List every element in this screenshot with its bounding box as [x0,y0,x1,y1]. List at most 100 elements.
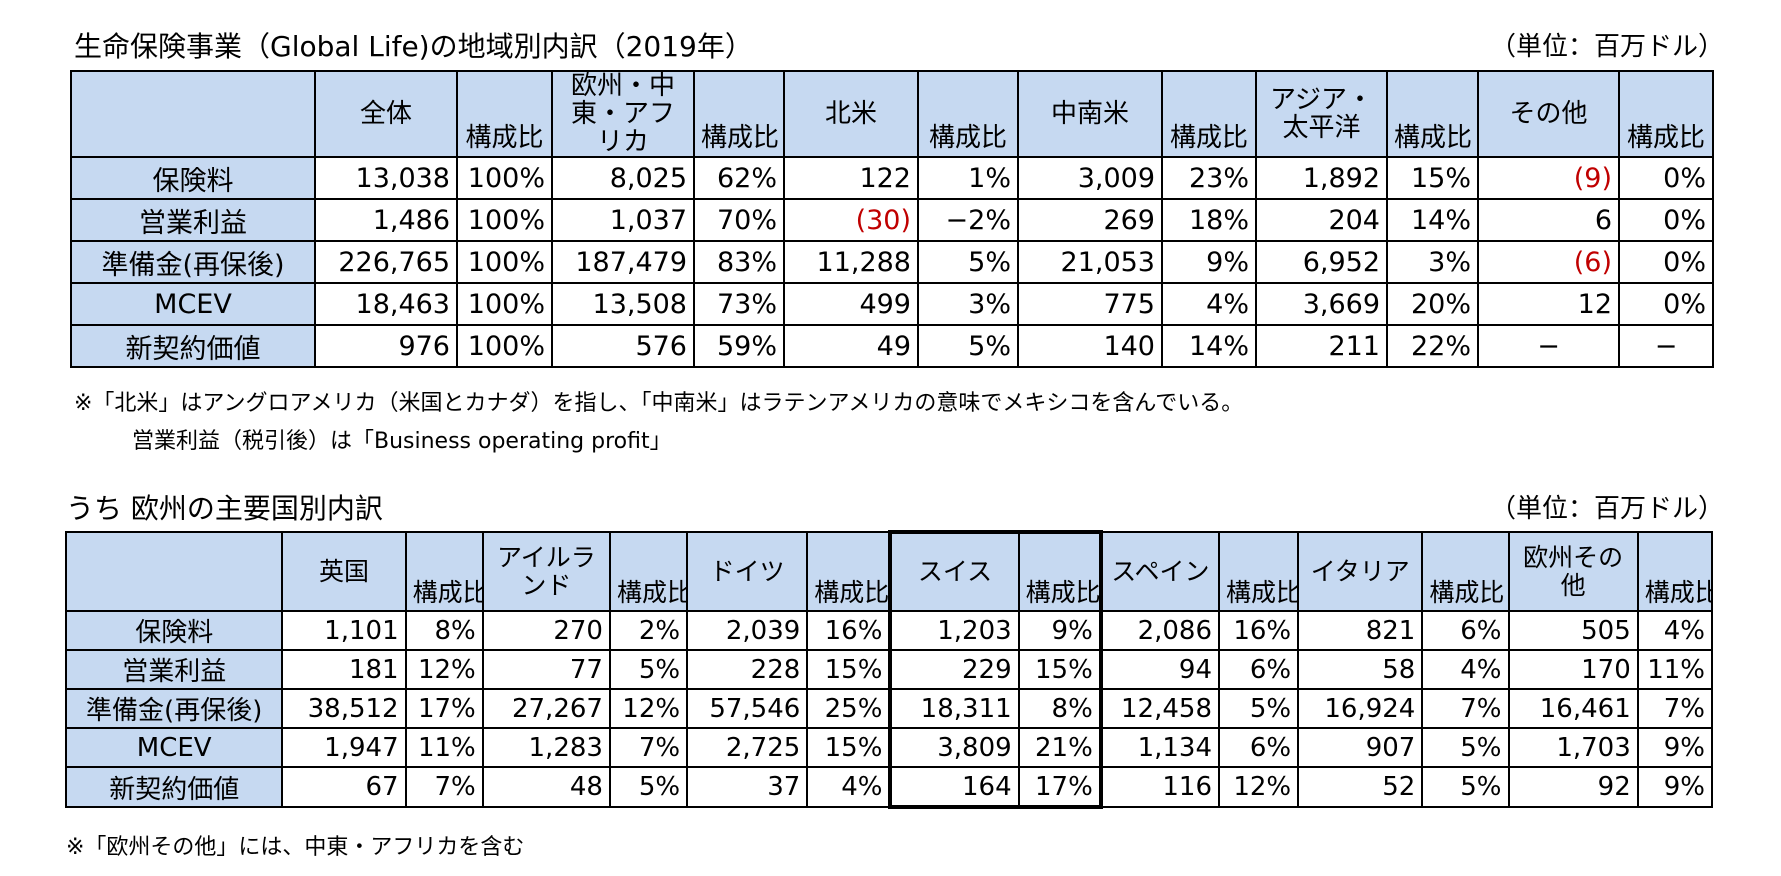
t1-row-label: 保険料 [70,156,316,200]
t1-cell: 269 [1017,198,1163,242]
t1-cell: 5% [917,324,1019,368]
table1-note-2: 営業利益（税引後）は「Business operating profit」 [132,429,672,454]
t1-cell: 140 [1017,324,1163,368]
t2-cell: 907 [1297,727,1424,768]
t2-cell: 1,283 [481,727,611,768]
t1-ratio-header: 構成比 [1618,114,1714,158]
t2-cell: 164 [888,766,1020,809]
t1-cell: (6) [1477,240,1620,284]
t2-cell: 7% [1421,688,1510,729]
t2-header-6: 欧州その他 [1507,531,1639,612]
t2-cell: 181 [281,649,407,690]
t2-cell: 5% [1421,727,1510,768]
t1-cell: 83% [693,240,785,284]
t1-cell: 49 [783,324,919,368]
t2-header-1: アイルランド [481,531,611,612]
t1-row-label: 新契約価値 [70,324,316,368]
table1-unit: （単位：百万ドル） [1490,32,1725,62]
t1-cell: 6,952 [1255,240,1388,284]
t1-row-label: MCEV [70,282,316,326]
europe-country-breakdown-table: 英国 アイルランド ドイツ スイス スペイン イタリア 欧州その他 構成比 構成比 構成比 構成比 構… [64,530,1714,809]
t2-cell: 6% [1217,649,1300,690]
t2-header-label: アイルランド [496,542,596,600]
t1-cell: 100% [456,240,553,284]
t2-cell: 2,039 [686,610,809,651]
t1-cell: 70% [693,198,785,242]
regional-breakdown-table: 全体 欧州・中東・アフリカ 北米 中南米 アジア・太平洋 その他 構成比 構成比 構成比 構成比 構… [70,70,1714,368]
t2-cell: 1,101 [281,610,407,651]
t1-header-ratio-blank [693,70,785,114]
t2-cell: 4% [806,766,892,808]
t2-cell: 17% [404,688,484,729]
t2-cell: 170 [1507,649,1639,690]
t2-row-label: 準備金(再保後) [64,688,284,729]
t2-cell: 1,947 [281,727,407,768]
t2-cell: 6% [1217,727,1300,768]
t2-cell: 11% [404,727,484,768]
t1-header-label: 全体 [359,99,412,129]
t2-row: MCEV 1,947 11% 1,283 7% 2,725 15% 3,809 21% 1,134… [64,727,1714,768]
t1-cell: 3,009 [1017,156,1163,200]
t2-ratio-header: 構成比 [404,572,484,612]
t2-cell: 9% [1017,610,1103,651]
t1-cell: 13,508 [551,282,695,326]
t2-cell: 38,512 [281,688,407,729]
t2-row: 営業利益 181 12% 77 5% 228 15% 229 15% 94 6% 58 4% 170 11% [64,649,1714,690]
t2-header-ratio-blank [404,531,484,572]
t1-cell: 4% [1161,282,1257,326]
t2-cell: 228 [686,649,809,690]
t2-cell: 25% [806,688,892,729]
t1-cell: 1,892 [1255,156,1388,200]
t1-cell: 204 [1255,198,1388,242]
t2-cell: 3,809 [888,727,1020,768]
t2-ratio-header: 構成比 [608,572,689,612]
t1-cell: 976 [314,324,458,368]
table1-title: 生命保険事業（Global Life)の地域別内訳（2019年） [74,30,753,63]
t2-ratio-header: 構成比 [1217,572,1300,612]
t2-header-label: 英国 [318,556,369,586]
t1-header-ratio-blank [456,70,553,114]
t2-header-ratio-blank [608,531,689,572]
t2-cell: 58 [1297,649,1424,690]
t1-corner-cell [70,70,316,158]
t2-corner-cell [64,531,284,612]
t2-cell: 18,311 [888,688,1020,729]
t1-cell: 22% [1386,324,1479,368]
t1-cell: 15% [1386,156,1479,200]
t1-cell: 0% [1618,198,1714,242]
t1-cell: 14% [1386,198,1479,242]
t2-cell: 5% [1421,766,1510,808]
t2-cell: 7% [608,727,689,768]
t2-cell: 21% [1017,727,1103,768]
t2-header-3: スイス [888,530,1020,612]
t2-cell: 1,134 [1099,727,1221,768]
table2-note: ※「欧州その他」には、中東・アフリカを含む [66,835,525,860]
t2-header-ratio-blank [1217,531,1300,572]
t1-ratio-header: 構成比 [1386,114,1479,158]
t2-header-label: スイス [917,557,993,586]
t1-cell: 122 [783,156,919,200]
t2-row: 保険料 1,101 8% 270 2% 2,039 16% 1,203 9% 2,086 16% 82… [64,610,1714,651]
t1-header-4: アジア・太平洋 [1255,70,1388,158]
t2-header-ratio-blank [1636,531,1714,572]
t2-cell: 9% [1636,766,1714,808]
t1-row: 営業利益 1,486 100% 1,037 70% (30) −2% 269 18% 204 14%… [70,198,1714,242]
t2-cell: 11% [1636,649,1714,690]
t2-cell: 8% [1017,688,1103,729]
t2-cell: 16,924 [1297,688,1424,729]
t1-cell: 73% [693,282,785,326]
t2-row-label: MCEV [64,727,284,768]
t1-header-ratio-blank [917,70,1019,114]
t2-cell: 12% [608,688,689,729]
t2-header-label: スペイン [1111,556,1210,586]
t2-cell: 57,546 [686,688,809,729]
t2-header-ratio-blank [1017,530,1103,572]
t1-row: 新契約価値 976 100% 576 59% 49 5% 140 14% 211 22% − − [70,324,1714,368]
t1-cell: 20% [1386,282,1479,326]
t2-cell: 5% [608,766,689,808]
t2-header-label: 欧州その他 [1523,542,1624,600]
t1-header-label: 中南米 [1050,99,1129,129]
t2-cell: 7% [1636,688,1714,729]
t1-row: 保険料 13,038 100% 8,025 62% 122 1% 3,009 23% 1,892 1… [70,156,1714,200]
t2-cell: 48 [481,766,611,808]
